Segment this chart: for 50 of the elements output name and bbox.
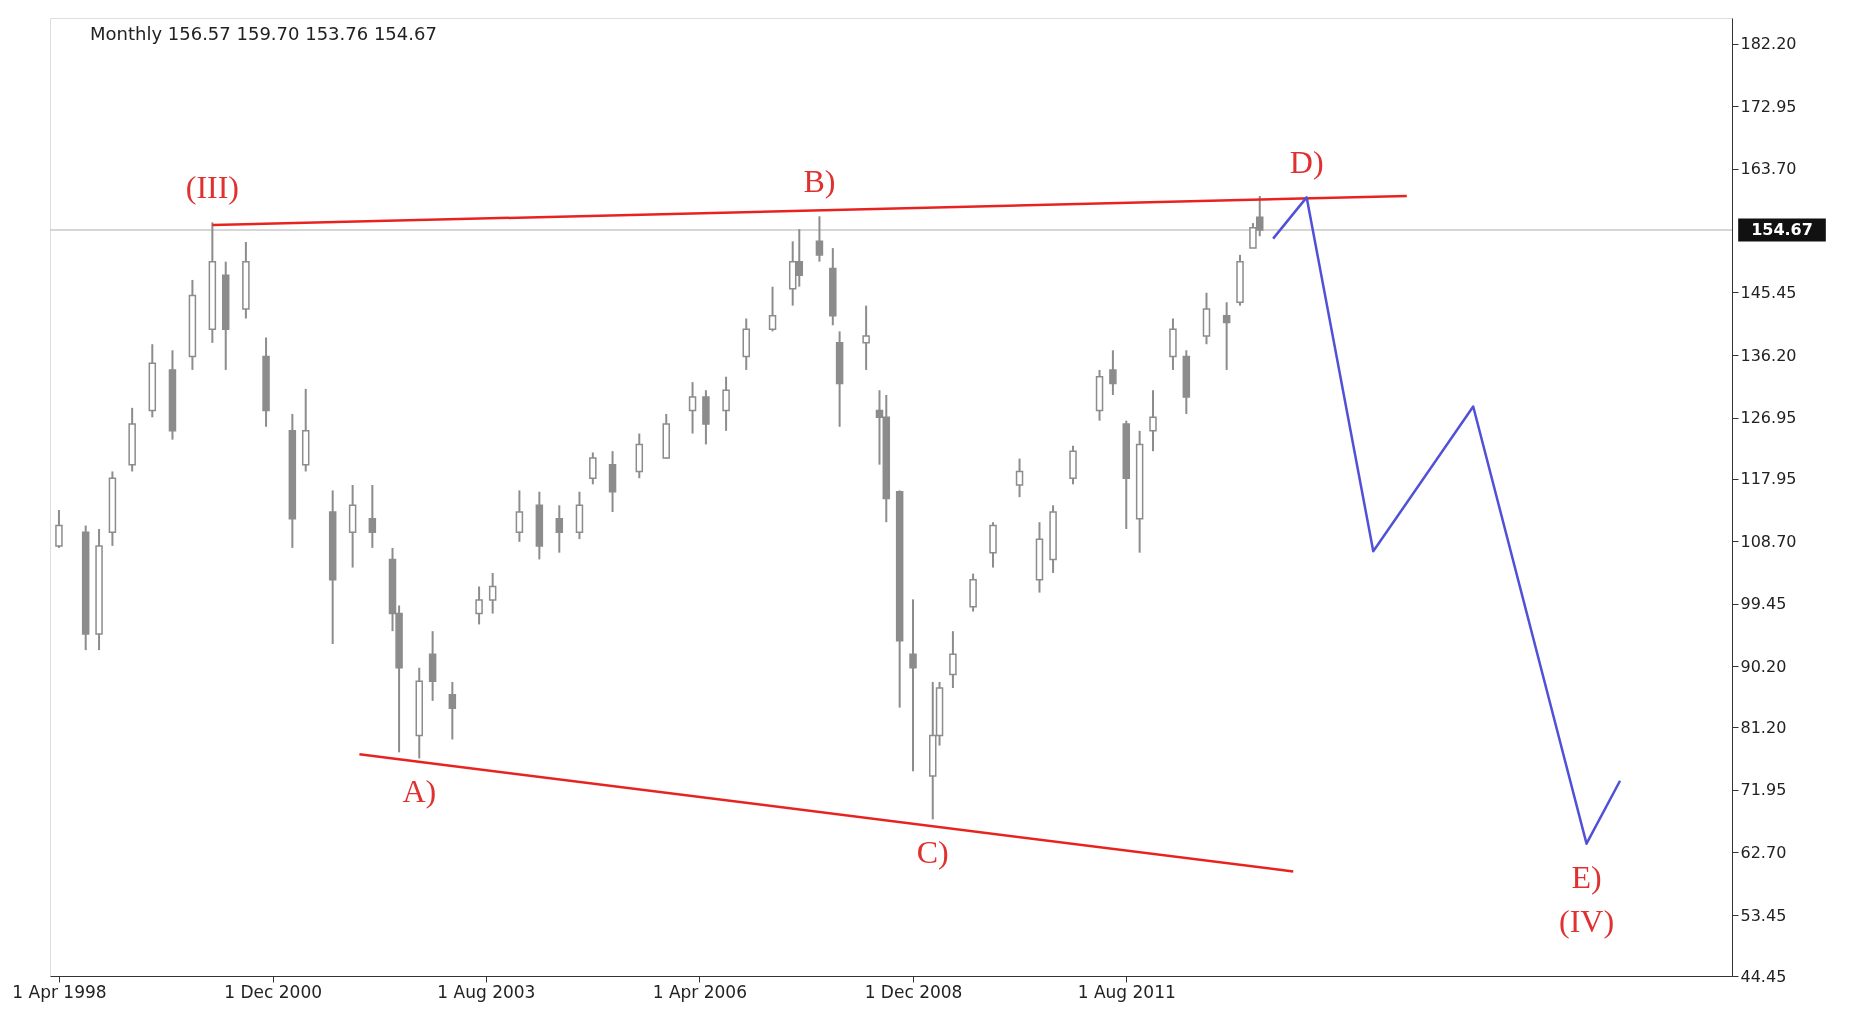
candlestick: [1149, 389, 1157, 453]
ref-line-label: 154.67: [1751, 220, 1813, 240]
candlestick: [589, 451, 597, 486]
candlestick: [722, 375, 730, 432]
annotation: A): [402, 773, 437, 810]
candlestick: [815, 215, 824, 263]
x-tick-label: 1 Aug 2011: [1077, 981, 1176, 1002]
y-tick-label: 81.20: [1740, 717, 1787, 737]
y-tick-label: 53.45: [1740, 905, 1787, 925]
y-tick-label: 62.70: [1740, 842, 1787, 862]
x-tick-label: 1 Dec 2000: [224, 981, 323, 1002]
x-tick-label: 1 Aug 2003: [437, 981, 536, 1002]
chart-title: Monthly 156.57 159.70 153.76 154.67: [90, 23, 437, 44]
candlestick: [475, 585, 483, 626]
line-series: [1271, 196, 1622, 845]
candlestick: [368, 483, 377, 549]
annotation: C): [916, 834, 949, 871]
x-tick-label: 1 Dec 2008: [864, 981, 963, 1002]
x-tick-label: 1 Apr 2006: [652, 981, 747, 1002]
annotation: (III): [185, 169, 239, 206]
y-tick-label: 117.95: [1740, 469, 1797, 489]
candlestick: [862, 304, 870, 371]
y-tick-label: 163.70: [1740, 159, 1797, 179]
y-tick-label: 145.45: [1740, 282, 1797, 302]
candlestick: [949, 630, 957, 690]
candlestick: [555, 504, 564, 554]
candlestick: [1109, 349, 1117, 396]
candlestick: [515, 489, 524, 543]
candlestick: [488, 571, 497, 615]
y-tick-label: 172.95: [1740, 96, 1797, 116]
y-tick-label: 136.20: [1740, 345, 1797, 365]
candlestick: [1222, 301, 1231, 371]
candlestick: [768, 285, 777, 333]
candlestick: [688, 381, 697, 435]
annotation: E): [1571, 858, 1602, 895]
y-tick-label: 44.45: [1740, 966, 1787, 986]
y-tick-label: 90.20: [1740, 656, 1787, 676]
x-tick-label: 1 Apr 1998: [12, 981, 107, 1002]
candlestick: [448, 680, 457, 741]
annotation: B): [803, 163, 836, 200]
y-tick-label: 99.45: [1740, 594, 1787, 614]
annotation: D): [1289, 144, 1324, 181]
candlestick: [1015, 457, 1024, 499]
candlestick: [55, 509, 63, 549]
y-tick-label: 71.95: [1740, 780, 1787, 800]
y-tick-label: 108.70: [1740, 531, 1797, 551]
candlestick: [909, 598, 917, 773]
y-tick-label: 182.20: [1740, 34, 1797, 54]
y-tick-label: 126.95: [1740, 408, 1797, 428]
annotation: (IV): [1558, 902, 1615, 939]
